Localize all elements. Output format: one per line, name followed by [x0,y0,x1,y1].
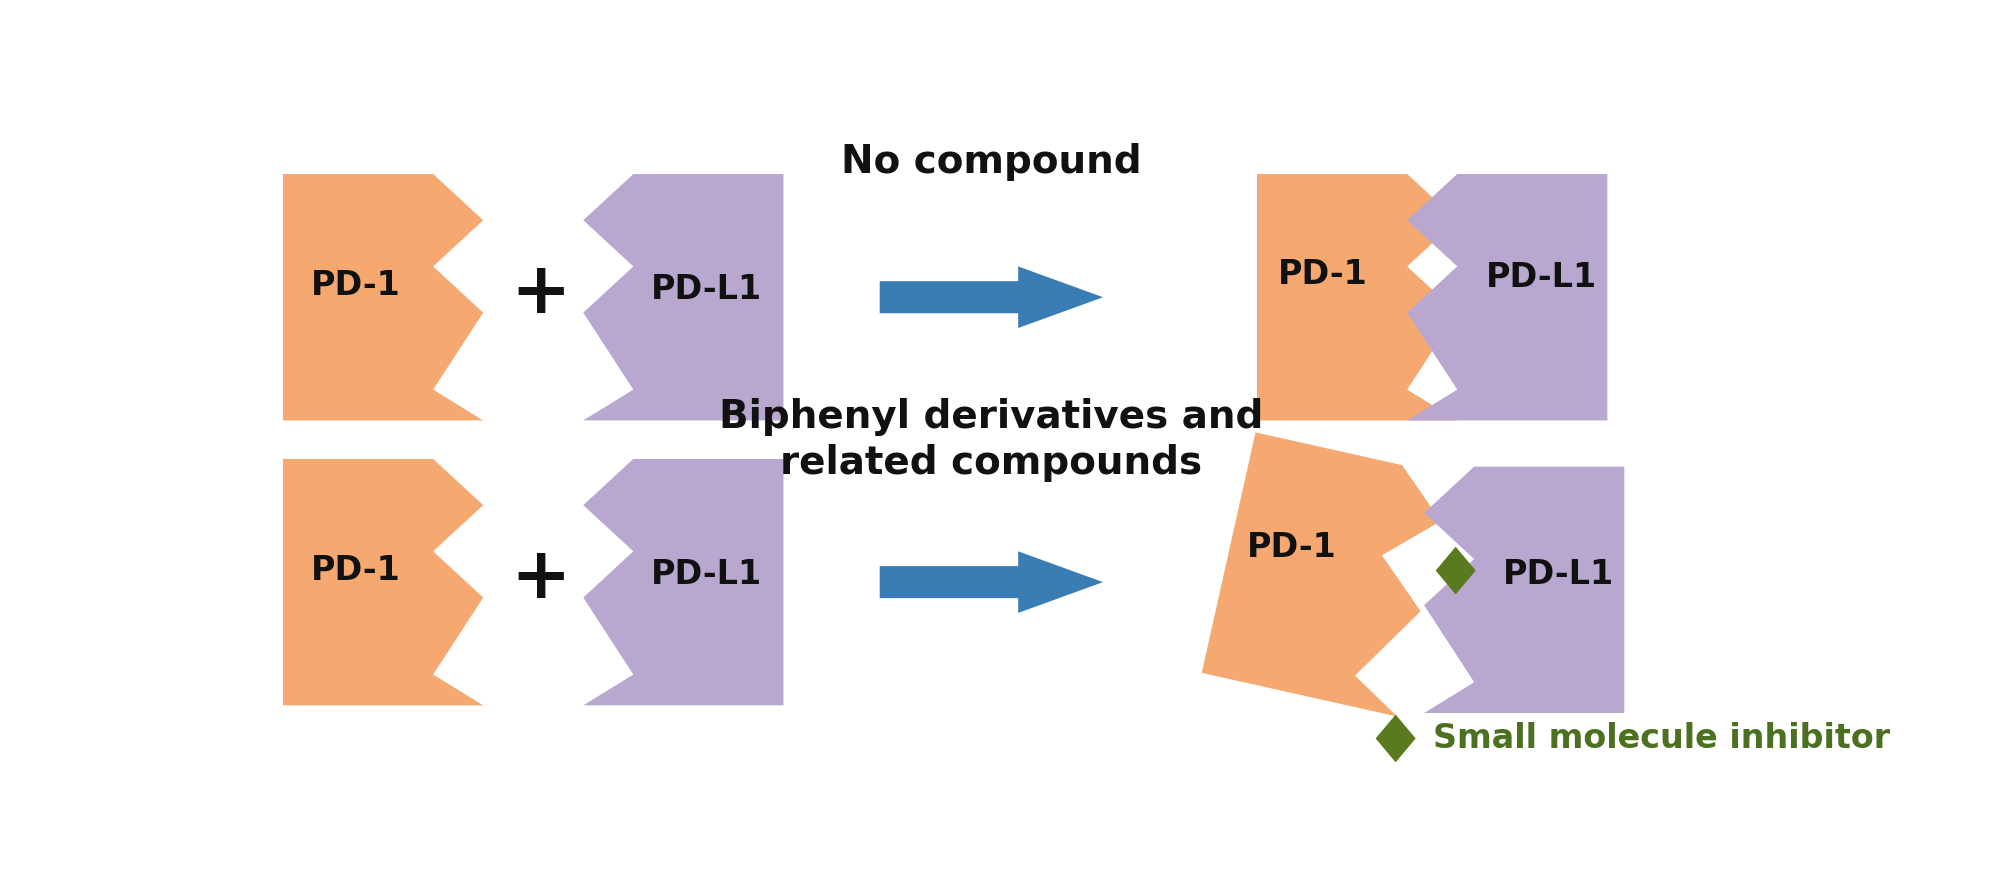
Text: PD-1: PD-1 [1276,258,1367,291]
Text: +: + [510,544,570,613]
Text: Biphenyl derivatives and: Biphenyl derivatives and [719,398,1262,435]
Polygon shape [1200,433,1441,716]
Text: Small molecule inhibitor: Small molecule inhibitor [1431,722,1889,755]
Text: PD-1: PD-1 [311,269,401,302]
Text: PD-1: PD-1 [1246,531,1337,564]
Text: PD-L1: PD-L1 [650,273,761,306]
Polygon shape [283,458,484,706]
Text: related compounds: related compounds [781,444,1202,482]
Polygon shape [582,458,783,706]
Text: PD-L1: PD-L1 [1503,558,1614,591]
Polygon shape [582,174,783,420]
Polygon shape [879,551,1102,613]
Polygon shape [1435,547,1475,594]
Text: +: + [510,259,570,328]
Polygon shape [283,174,484,420]
Text: PD-L1: PD-L1 [1485,261,1598,294]
Polygon shape [1407,174,1606,420]
Text: PD-1: PD-1 [311,554,401,587]
Polygon shape [1423,467,1624,713]
Text: PD-L1: PD-L1 [650,558,761,591]
Polygon shape [1375,714,1415,763]
Polygon shape [879,267,1102,328]
Polygon shape [1256,174,1457,420]
Text: No compound: No compound [841,144,1142,181]
